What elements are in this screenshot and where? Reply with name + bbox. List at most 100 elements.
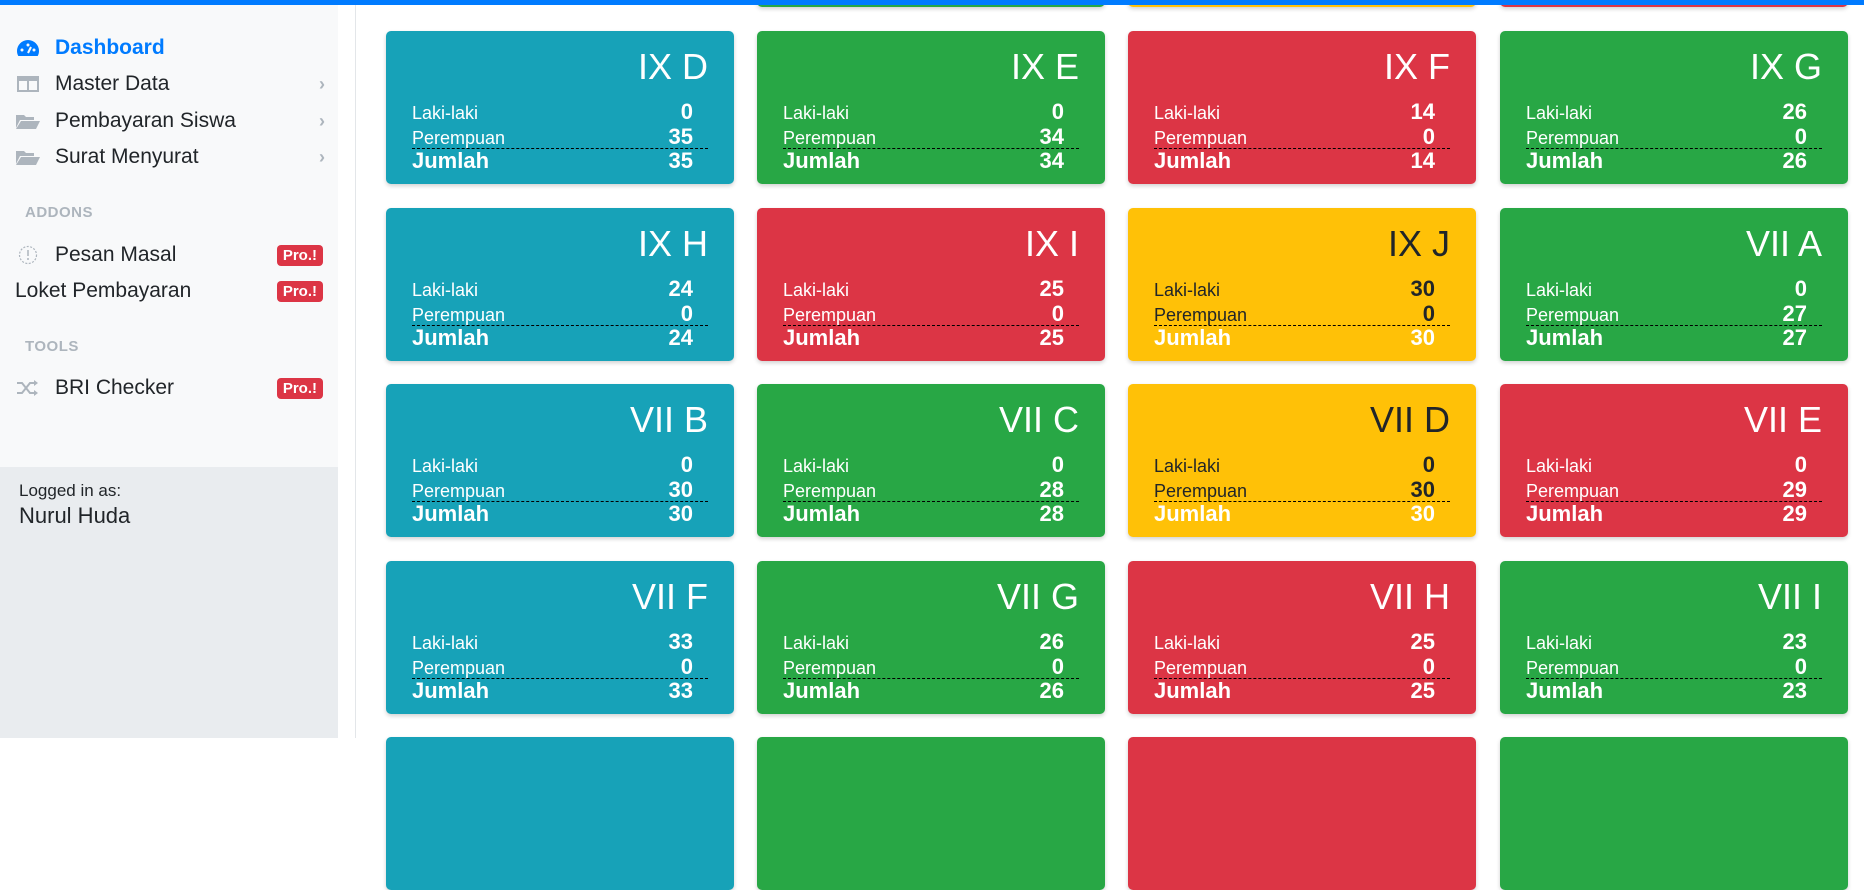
female-label: Perempuan xyxy=(1526,481,1620,501)
female-row: Perempuan 0 xyxy=(412,301,693,327)
male-row: Laki-laki 0 xyxy=(412,99,693,125)
female-row: Perempuan 34 xyxy=(783,124,1064,150)
male-row: Laki-laki 0 xyxy=(783,452,1064,478)
sidebar-item-label: Surat Menyurat xyxy=(55,145,199,168)
male-label: Laki-laki xyxy=(783,280,850,300)
partial-card[interactable] xyxy=(757,737,1105,890)
class-name: VII A xyxy=(1745,223,1822,264)
sidebar-item-label: Pembayaran Siswa xyxy=(55,109,236,132)
sidebar-item-label: Master Data xyxy=(55,72,170,95)
male-row: Laki-laki 0 xyxy=(1526,276,1807,302)
partial-card[interactable] xyxy=(1500,737,1848,890)
total-label: Jumlah xyxy=(783,501,861,526)
class-card[interactable]: IX J Laki-laki 30 Perempuan 0 Jumlah 30 xyxy=(1128,208,1476,361)
total-row: Jumlah 24 xyxy=(412,325,693,351)
class-name: VII F xyxy=(631,576,708,617)
sidebar-item-dashboard[interactable]: Dashboard xyxy=(15,32,325,64)
total-label: Jumlah xyxy=(1526,678,1604,703)
class-card[interactable]: IX D Laki-laki 0 Perempuan 35 Jumlah 35 xyxy=(386,31,734,184)
class-name: IX G xyxy=(1749,46,1822,87)
total-count: 30 xyxy=(1410,325,1435,350)
top-bar xyxy=(0,0,1864,5)
logged-in-label: Logged in as: xyxy=(19,481,122,500)
male-label: Laki-laki xyxy=(783,103,850,123)
total-row: Jumlah 28 xyxy=(783,501,1064,527)
class-card[interactable]: VII A Laki-laki 0 Perempuan 27 Jumlah 27 xyxy=(1500,208,1848,361)
class-card[interactable]: VII H Laki-laki 25 Perempuan 0 Jumlah 25 xyxy=(1128,561,1476,714)
male-label: Laki-laki xyxy=(1154,456,1221,476)
female-row: Perempuan 0 xyxy=(783,301,1064,327)
female-label: Perempuan xyxy=(412,305,506,325)
female-row: Perempuan 0 xyxy=(783,654,1064,680)
dashboard-gauge-icon xyxy=(15,38,41,58)
female-count: 29 xyxy=(1782,477,1807,502)
class-name: VII H xyxy=(1369,576,1450,617)
pro-badge: Pro.! xyxy=(276,244,323,266)
male-count: 33 xyxy=(668,629,693,654)
female-count: 28 xyxy=(1039,477,1064,502)
male-count: 26 xyxy=(1782,99,1807,124)
total-label: Jumlah xyxy=(412,148,490,173)
male-label: Laki-laki xyxy=(412,103,479,123)
male-label: Laki-laki xyxy=(1154,280,1221,300)
male-label: Laki-laki xyxy=(1526,633,1593,653)
male-count: 0 xyxy=(1794,452,1807,477)
female-count: 0 xyxy=(1051,301,1064,326)
class-name: IX F xyxy=(1383,46,1450,87)
total-label: Jumlah xyxy=(1154,678,1232,703)
sidebar-item-master-data[interactable]: Master Data › xyxy=(15,68,325,100)
male-count: 25 xyxy=(1039,276,1064,301)
pro-badge: Pro.! xyxy=(276,280,323,302)
class-name: VII I xyxy=(1757,576,1822,617)
total-count: 28 xyxy=(1039,501,1064,526)
female-label: Perempuan xyxy=(1154,128,1248,148)
male-row: Laki-laki 23 xyxy=(1526,629,1807,655)
male-count: 30 xyxy=(1410,276,1435,301)
class-name: VII D xyxy=(1369,399,1450,440)
class-card[interactable]: VII D Laki-laki 0 Perempuan 30 Jumlah 30 xyxy=(1128,384,1476,537)
sidebar-item-surat-menyurat[interactable]: Surat Menyurat › xyxy=(15,141,325,173)
class-card[interactable]: VII G Laki-laki 26 Perempuan 0 Jumlah 26 xyxy=(757,561,1105,714)
total-count: 25 xyxy=(1410,678,1435,703)
total-count: 27 xyxy=(1782,325,1807,350)
dashed-divider xyxy=(1526,148,1822,149)
male-row: Laki-laki 25 xyxy=(1154,629,1435,655)
class-card[interactable]: VII E Laki-laki 0 Perempuan 29 Jumlah 29 xyxy=(1500,384,1848,537)
folder-open-icon xyxy=(15,111,41,131)
class-card[interactable]: VII F Laki-laki 33 Perempuan 0 Jumlah 33 xyxy=(386,561,734,714)
class-name: VII E xyxy=(1743,399,1822,440)
logged-in-user: Nurul Huda xyxy=(19,503,131,528)
class-card[interactable]: IX H Laki-laki 24 Perempuan 0 Jumlah 24 xyxy=(386,208,734,361)
class-name: VII G xyxy=(996,576,1079,617)
total-count: 26 xyxy=(1782,148,1807,173)
male-count: 0 xyxy=(680,452,693,477)
partial-card[interactable] xyxy=(386,737,734,890)
partial-card[interactable] xyxy=(1128,737,1476,890)
class-card[interactable]: IX G Laki-laki 26 Perempuan 0 Jumlah 26 xyxy=(1500,31,1848,184)
total-row: Jumlah 25 xyxy=(1154,678,1435,704)
sidebar-item-bri-checker[interactable]: BRI Checker Pro.! xyxy=(15,372,325,404)
sidebar-item-label: BRI Checker xyxy=(55,376,175,399)
section-addons: ADDONS xyxy=(25,204,94,221)
male-count: 26 xyxy=(1039,629,1064,654)
male-label: Laki-laki xyxy=(1526,456,1593,476)
sidebar-item-loket-pembayaran[interactable]: Loket Pembayaran Pro.! xyxy=(15,275,325,307)
class-card[interactable]: VII B Laki-laki 0 Perempuan 30 Jumlah 30 xyxy=(386,384,734,537)
class-card[interactable]: IX F Laki-laki 14 Perempuan 0 Jumlah 14 xyxy=(1128,31,1476,184)
columns-icon xyxy=(15,74,41,94)
class-card[interactable]: IX I Laki-laki 25 Perempuan 0 Jumlah 25 xyxy=(757,208,1105,361)
female-label: Perempuan xyxy=(412,128,506,148)
sidebar-item-pembayaran-siswa[interactable]: Pembayaran Siswa › xyxy=(15,105,325,137)
dashed-divider xyxy=(1154,678,1450,679)
total-label: Jumlah xyxy=(1526,325,1604,350)
female-row: Perempuan 0 xyxy=(1154,654,1435,680)
male-row: Laki-laki 0 xyxy=(1154,452,1435,478)
class-card[interactable]: VII I Laki-laki 23 Perempuan 0 Jumlah 23 xyxy=(1500,561,1848,714)
total-label: Jumlah xyxy=(783,678,861,703)
class-card[interactable]: VII C Laki-laki 0 Perempuan 28 Jumlah 28 xyxy=(757,384,1105,537)
sidebar-item-pesan-masal[interactable]: Pesan Masal Pro.! xyxy=(15,239,325,271)
male-label: Laki-laki xyxy=(1526,280,1593,300)
class-card[interactable]: IX E Laki-laki 0 Perempuan 34 Jumlah 34 xyxy=(757,31,1105,184)
sidebar-item-label: Loket Pembayaran xyxy=(15,279,192,302)
female-label: Perempuan xyxy=(412,658,506,678)
